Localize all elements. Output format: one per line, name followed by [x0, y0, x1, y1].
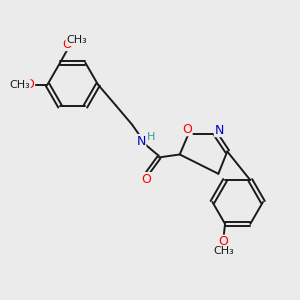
Text: H: H — [147, 132, 156, 142]
Text: O: O — [182, 123, 192, 136]
Text: N: N — [214, 124, 224, 136]
Text: N: N — [136, 135, 146, 148]
Text: O: O — [142, 172, 152, 186]
Text: CH₃: CH₃ — [9, 80, 30, 90]
Text: O: O — [62, 38, 72, 50]
Text: CH₃: CH₃ — [66, 35, 87, 45]
Text: O: O — [219, 235, 229, 248]
Text: CH₃: CH₃ — [213, 246, 234, 256]
Text: O: O — [25, 78, 34, 91]
